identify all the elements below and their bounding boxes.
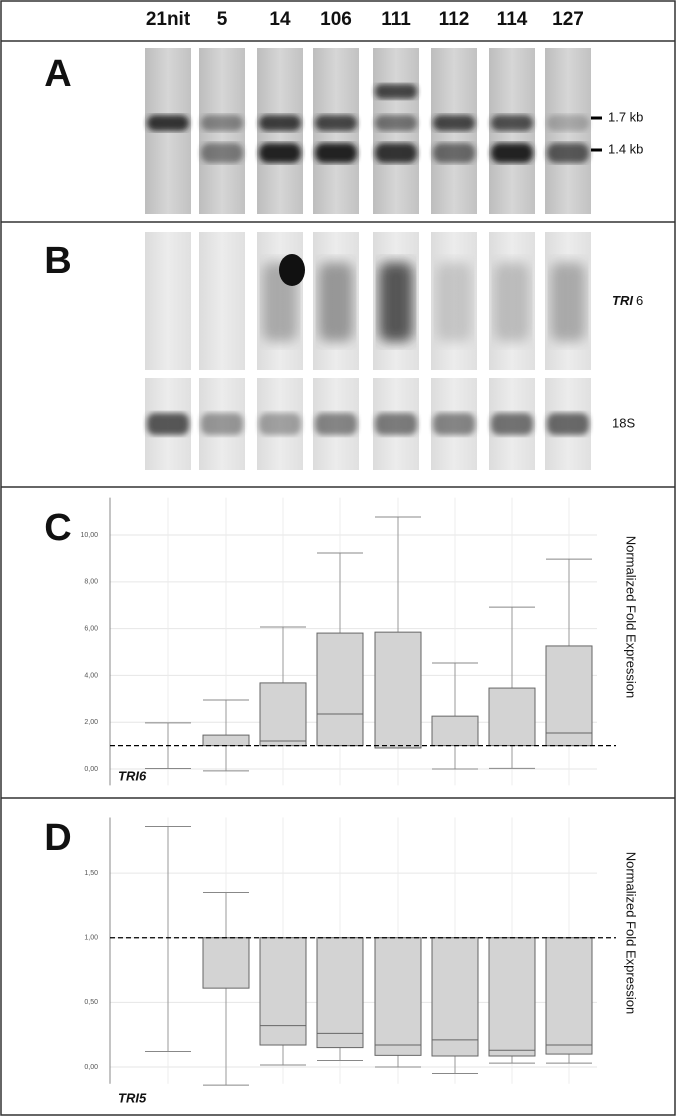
blot-band <box>375 84 417 99</box>
blot-smear <box>437 262 471 342</box>
probe-gene: TRI <box>612 293 633 308</box>
box <box>374 631 422 749</box>
blot-band <box>375 115 417 131</box>
blot-band <box>547 115 589 131</box>
blot-band <box>491 115 533 131</box>
y-tick-label: 0,00 <box>84 1064 98 1071</box>
y-tick-label: 1,50 <box>84 870 98 877</box>
panel-letter: D <box>44 817 71 859</box>
y-axis-title: Normalized Fold Expression <box>624 852 639 1015</box>
y-axis-title: Normalized Fold Expression <box>624 536 639 699</box>
lane-label: 114 <box>497 9 528 30</box>
box <box>545 645 593 747</box>
panel-letter: B <box>44 240 71 282</box>
y-tick-label: 0,50 <box>84 999 98 1006</box>
box <box>259 682 307 747</box>
lane-label: 127 <box>552 9 584 30</box>
blot-band <box>201 115 243 131</box>
blot-band <box>547 413 589 435</box>
blot-band <box>315 143 357 163</box>
box <box>431 715 479 747</box>
blot-smear <box>379 262 413 342</box>
box <box>374 937 422 1056</box>
lane-label: 5 <box>217 9 228 30</box>
gene-label: TRI5 <box>118 1090 147 1105</box>
blot-band <box>147 413 189 435</box>
blot-band <box>375 143 417 163</box>
box <box>545 937 593 1055</box>
blot-band <box>315 115 357 131</box>
box <box>202 937 250 989</box>
blot-band <box>375 413 417 435</box>
blot-band <box>259 143 301 163</box>
box <box>316 937 364 1049</box>
blot-smear <box>551 262 585 342</box>
y-tick-label: 8,00 <box>84 579 98 586</box>
panel-letter: A <box>44 53 71 95</box>
blot-band <box>201 413 243 435</box>
lane-label: 106 <box>320 9 352 30</box>
y-tick-label: 0,00 <box>84 766 98 773</box>
box <box>431 937 479 1057</box>
panel-letter: C <box>44 507 71 549</box>
blot-smear <box>495 262 529 342</box>
lane-label: 21nit <box>146 9 191 30</box>
y-tick-label: 10,00 <box>80 532 98 539</box>
control-label: 18S <box>612 415 635 430</box>
blot-band <box>147 115 189 131</box>
blot-band <box>315 413 357 435</box>
probe-label: TRI 6 <box>612 293 643 308</box>
y-tick-label: 6,00 <box>84 625 98 632</box>
size-marker: 1.4 kb <box>608 141 643 156</box>
box <box>202 734 250 747</box>
box <box>488 937 536 1057</box>
box <box>316 632 364 747</box>
blot-spot <box>279 254 305 286</box>
y-tick-label: 4,00 <box>84 672 98 679</box>
gene-label: TRI6 <box>118 768 147 783</box>
blot-band <box>547 143 589 163</box>
size-marker: 1.7 kb <box>608 109 643 124</box>
box <box>488 687 536 747</box>
probe-number: 6 <box>636 293 643 308</box>
box <box>259 937 307 1046</box>
blot-band <box>433 413 475 435</box>
blot-band <box>259 413 301 435</box>
blot-band <box>491 143 533 163</box>
y-tick-label: 1,00 <box>84 935 98 942</box>
blot-lane <box>199 232 245 370</box>
blot-band <box>259 115 301 131</box>
lane-label: 14 <box>269 9 291 30</box>
blot-band <box>491 413 533 435</box>
lane-label: 111 <box>381 9 411 30</box>
blot-lane <box>145 232 191 370</box>
blot-band <box>433 115 475 131</box>
lane-label: 112 <box>439 9 470 30</box>
blot-band <box>201 143 243 163</box>
blot-band <box>433 143 475 163</box>
blot-smear <box>319 262 353 342</box>
y-tick-label: 2,00 <box>84 719 98 726</box>
